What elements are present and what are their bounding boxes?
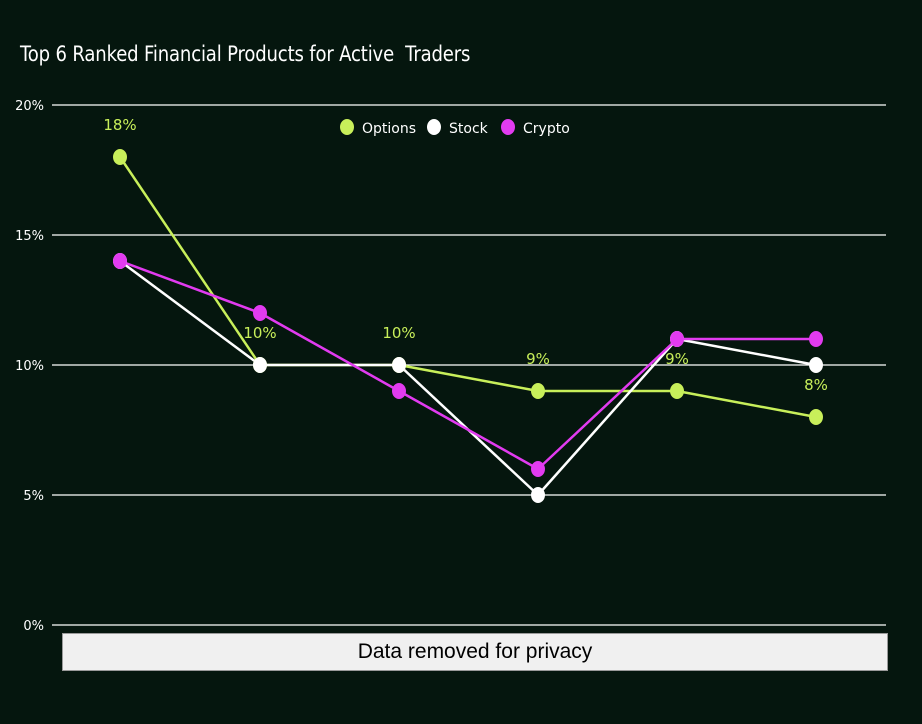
data-label-3: 10% [382, 324, 415, 342]
y-tick-label-3: 15% [15, 229, 44, 244]
legend-label-options: Options [362, 121, 416, 137]
y-tick-label-2: 10% [15, 359, 44, 374]
y-tick-label-0: 0% [23, 619, 44, 634]
series-lines [118, 156, 817, 497]
point-options-4 [531, 383, 545, 399]
chart-title: Top 6 Ranked Financial Products for Acti… [20, 42, 471, 66]
data-label-5: 9% [665, 350, 689, 368]
point-options-6 [809, 409, 823, 425]
data-label-1: 18% [103, 116, 136, 134]
y-tick-label-1: 5% [23, 489, 44, 504]
data-label-6: 8% [804, 376, 828, 394]
privacy-banner: Data removed for privacy [62, 633, 888, 671]
point-crypto-5 [670, 331, 684, 347]
point-stock-4 [531, 487, 545, 503]
legend: Options Stock Crypto [340, 119, 570, 137]
point-stock-6 [809, 357, 823, 373]
legend-label-crypto: Crypto [523, 121, 570, 137]
data-label-2: 10% [243, 324, 276, 342]
point-crypto-1 [113, 253, 127, 269]
legend-marker-crypto [501, 119, 515, 135]
grid-lines [52, 104, 886, 626]
point-options-1 [113, 149, 127, 165]
y-tick-label-4: 20% [15, 99, 44, 114]
point-options-5 [670, 383, 684, 399]
legend-marker-options [340, 119, 354, 135]
series-line-crypto [119, 259, 816, 471]
series-line-options [118, 156, 817, 419]
legend-label-stock: Stock [449, 121, 489, 137]
point-crypto-2 [253, 305, 267, 321]
data-label-4: 9% [526, 350, 550, 368]
point-crypto-6 [809, 331, 823, 347]
point-crypto-3 [392, 383, 406, 399]
series-points [113, 149, 823, 503]
point-stock-2 [253, 357, 267, 373]
point-crypto-4 [531, 461, 545, 477]
point-stock-3 [392, 357, 406, 373]
data-labels: 18% 10% 10% 9% 9% 8% [103, 116, 828, 394]
y-axis-ticks: 0% 5% 10% 15% 20% [15, 99, 44, 634]
legend-marker-stock [427, 119, 441, 135]
